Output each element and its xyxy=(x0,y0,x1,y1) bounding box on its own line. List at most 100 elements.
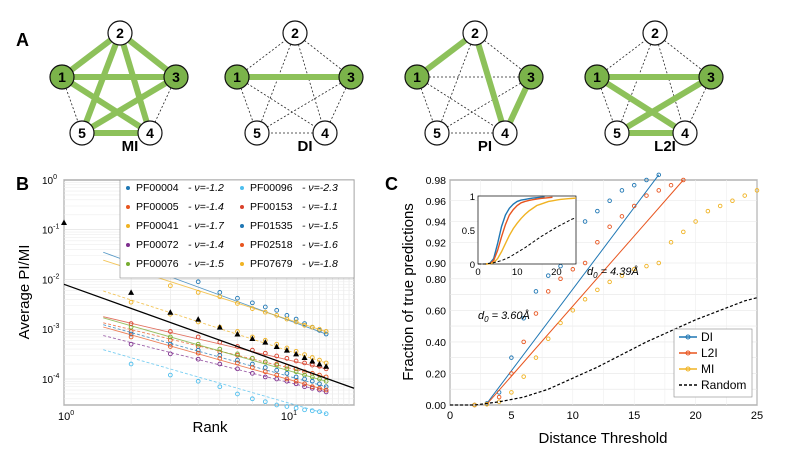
panel-b-point-PF00004 xyxy=(217,290,223,295)
panel-b-point-PF02518 xyxy=(128,334,134,340)
panel-c-ytick-label: 0.00 xyxy=(426,400,447,412)
panel-c-point-MI xyxy=(742,193,747,198)
panel-b-point-PF00153 xyxy=(128,321,134,326)
panel-b-xtick-exponent: 1 xyxy=(293,410,297,417)
panel-b-legend-name: PF00041 xyxy=(136,220,179,232)
panel-b-point-PF02518 xyxy=(250,365,255,370)
network-PI-name: PI xyxy=(478,138,492,155)
panel-c-inset-line-Random xyxy=(478,217,577,265)
panel-b-average-point xyxy=(195,316,202,322)
panel-b-point-PF00072 xyxy=(262,374,268,380)
panel-b-legend-nu: - ν=-1.5 xyxy=(302,220,338,232)
panel-b-fit-line-PF00153 xyxy=(103,316,327,370)
network-L2I-node-label: 5 xyxy=(613,125,621,141)
panel-b-ytick-exponent: -3 xyxy=(53,323,59,330)
panel-b-average-point xyxy=(316,361,323,367)
panel-c-inset-ytick: 1 xyxy=(470,192,475,203)
panel-c-inset-line-MI xyxy=(485,197,577,265)
panel-b-point-PF01535 xyxy=(235,357,240,363)
panel-b-point-PF00153 xyxy=(195,334,201,340)
panel-c-point-MI xyxy=(558,320,563,326)
network-DI-node-label: 5 xyxy=(253,125,261,141)
panel-c-inset-xtick: 10 xyxy=(512,267,523,278)
panel-b-legend-marker xyxy=(126,205,130,209)
panel-b-point-PF00041 xyxy=(309,324,315,330)
panel-c-point-MI xyxy=(545,336,551,341)
panel-b-point-PF00076 xyxy=(262,359,268,365)
panel-b-point-PF01535 xyxy=(293,374,299,380)
panel-b-point-PF00153 xyxy=(293,358,299,364)
panel-b-point-PF00096 xyxy=(309,408,315,414)
panel-c-point-MI xyxy=(631,267,637,272)
panel-b-point-PF01535 xyxy=(274,367,280,373)
panel-c-point-DI xyxy=(656,172,662,178)
annotation-l2i-prefix: d xyxy=(587,266,594,278)
network-L2I-node xyxy=(604,120,630,146)
annotation-di-sub: 0 xyxy=(484,315,489,324)
panel-c-point-MI xyxy=(705,208,711,214)
network-DI-node xyxy=(244,120,270,146)
panel-label-c: C xyxy=(385,174,398,194)
panel-b-point-PF00096 xyxy=(235,391,240,397)
network-DI-node xyxy=(282,20,308,46)
panel-c-point-MI xyxy=(668,239,674,245)
panel-b-legend: PF00004 - ν=-1.2 PF00005 - ν=-1.4 PF00041 - ν… xyxy=(119,179,355,279)
panel-b-legend-nu: - ν=-1.4 xyxy=(188,201,224,213)
network-PI-strong-edge xyxy=(472,32,508,134)
panel-b-legend-marker xyxy=(126,224,130,228)
panel-b-legend-name: PF00096 xyxy=(250,182,293,194)
panel-b-point-PF01535 xyxy=(217,352,223,358)
panel-b-point-PF00072 xyxy=(195,356,201,362)
panel-b-point-PF02518 xyxy=(293,378,299,384)
panel-c-point-L2I xyxy=(681,177,686,183)
network-DI-node-label: 4 xyxy=(321,125,329,141)
panel-b-marks xyxy=(61,219,355,417)
panel-b-point-PF07679 xyxy=(128,299,134,305)
panel-c-xtick-label: 5 xyxy=(508,410,514,422)
panel-b-average-point xyxy=(309,357,316,364)
panel-b-point-PF00076 xyxy=(250,355,255,361)
panel-c-legend-name: MI xyxy=(701,362,714,376)
network-PI-node xyxy=(492,120,518,146)
panel-b-point-PF00072 xyxy=(128,341,134,347)
network-L2I-strong-edge xyxy=(615,74,713,136)
panel-c-point-DI xyxy=(582,219,588,224)
panel-c-ytick-label: 0.90 xyxy=(426,258,447,270)
panel-b-point-PF00153 xyxy=(262,350,268,356)
panel-b-point-PF00041 xyxy=(235,301,240,306)
panel-b-point-PF00041 xyxy=(293,319,299,325)
network-DI-dashed-edge xyxy=(236,76,326,134)
network-PI-node xyxy=(462,20,488,46)
network-DI-node xyxy=(338,64,364,90)
panel-b-point-PF00153 xyxy=(302,360,307,366)
panel-b-point-PF00096 xyxy=(323,411,329,417)
panel-b-legend-name: PF00153 xyxy=(250,201,293,213)
panel-c-point-L2I xyxy=(558,276,563,282)
panel-b-point-PF00004 xyxy=(323,331,329,337)
panel-c-ylabel: Fraction of true predictions xyxy=(400,203,417,381)
panel-c-point-DI xyxy=(631,182,637,188)
panel-c-point-L2I xyxy=(545,289,551,294)
panel-b-point-PF00096 xyxy=(168,372,173,378)
panel-b-point-PF02518 xyxy=(302,381,307,387)
network-PI-node-label: 5 xyxy=(433,125,441,141)
panel-b-point-PF00076 xyxy=(323,378,329,384)
network-L2I-node-label: 3 xyxy=(707,69,715,85)
panel-b-fit-line-PF00096 xyxy=(103,349,327,415)
panel-c-chart: 0.98 0.96 0.94 0.92 0.90 0.80 0.60 0.40 0.20 0.00… xyxy=(400,172,763,447)
network-PI-node-label: 4 xyxy=(501,125,509,141)
network-DI-node xyxy=(224,64,250,90)
panel-b-ylabel: Average PI/MI xyxy=(16,245,33,340)
panel-c-point-MI xyxy=(693,219,698,224)
panel-c-point-MI xyxy=(570,308,576,313)
panel-c-point-DI xyxy=(521,315,526,321)
network-MI-node xyxy=(69,120,95,146)
panel-c-xtick-label: 15 xyxy=(628,410,640,422)
network-MI-strong-edge xyxy=(80,74,178,136)
panel-b-legend-marker xyxy=(240,205,244,209)
panel-b-legend-box xyxy=(119,179,355,279)
panel-b-ytick-label: 10-1 xyxy=(42,224,59,237)
panel-c-point-MI xyxy=(644,263,649,269)
panel-b-point-PF02518 xyxy=(284,376,290,382)
